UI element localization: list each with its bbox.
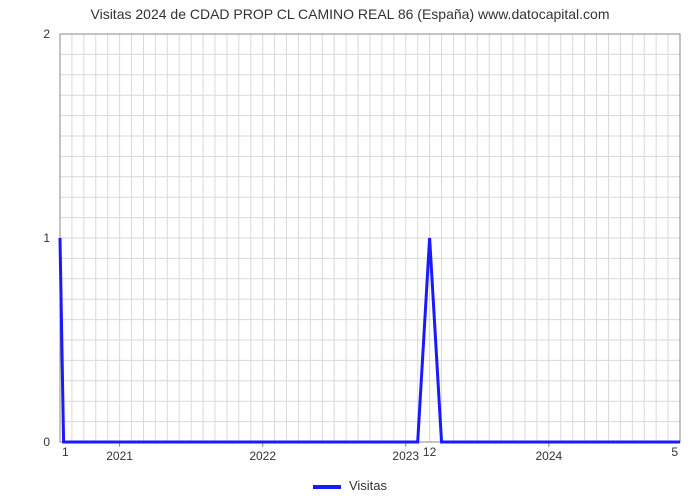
x-tick-label: 2024 xyxy=(535,449,562,463)
value-label: 12 xyxy=(423,445,437,459)
value-label: 1 xyxy=(62,445,69,459)
y-tick-label: 1 xyxy=(43,231,50,245)
chart-title: Visitas 2024 de CDAD PROP CL CAMINO REAL… xyxy=(0,6,700,22)
legend-swatch xyxy=(313,485,341,489)
x-tick-label: 2023 xyxy=(392,449,419,463)
y-tick-label: 2 xyxy=(43,27,50,41)
chart-svg: 01220212022202320241125 xyxy=(0,0,700,500)
legend: Visitas xyxy=(0,478,700,493)
x-tick-label: 2021 xyxy=(106,449,133,463)
chart-container: Visitas 2024 de CDAD PROP CL CAMINO REAL… xyxy=(0,0,700,500)
value-label: 5 xyxy=(671,445,678,459)
legend-label: Visitas xyxy=(349,478,387,493)
x-tick-label: 2022 xyxy=(249,449,276,463)
y-tick-label: 0 xyxy=(43,435,50,449)
